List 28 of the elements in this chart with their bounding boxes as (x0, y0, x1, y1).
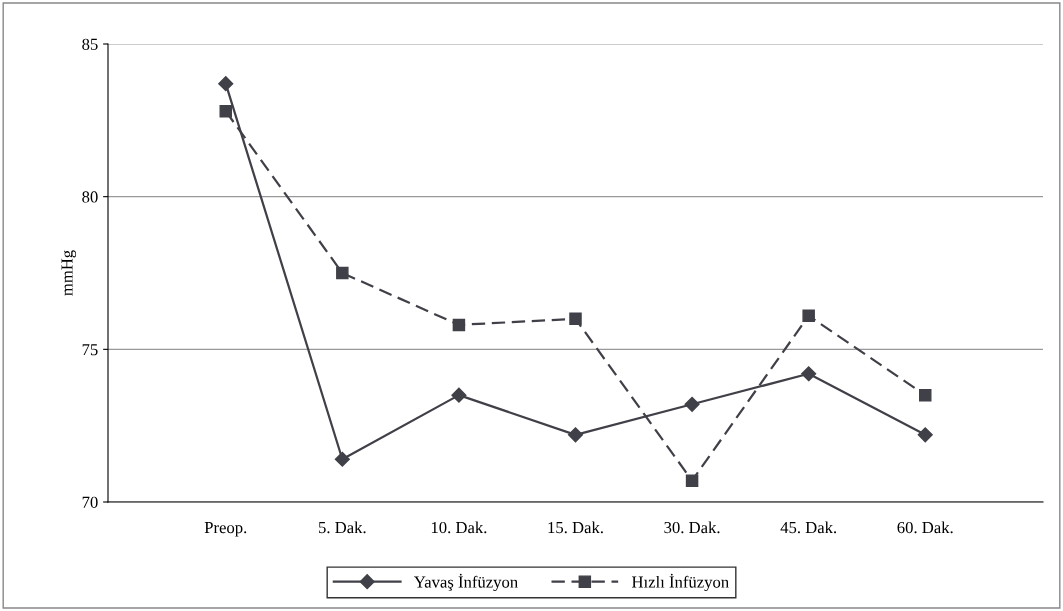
legend-label: Hızlı İnfüzyon (631, 573, 729, 592)
point (219, 104, 233, 118)
x-tick-label: 15. Dak. (548, 521, 603, 534)
y-tick-label: 70 (82, 496, 98, 508)
point (918, 388, 932, 402)
y-tick-label: 75 (82, 344, 98, 356)
legend-label: Yavaş İnfüzyon (414, 573, 518, 592)
point (684, 396, 700, 412)
point (218, 76, 234, 92)
y-tick-label: 80 (82, 191, 98, 203)
x-tick-label: 10. Dak. (431, 521, 487, 534)
point (334, 451, 350, 467)
point (917, 427, 933, 443)
point (801, 366, 817, 382)
x-tick-label: 45. Dak. (780, 521, 837, 534)
x-tick-label: Preop. (204, 522, 247, 537)
point (685, 474, 699, 487)
point (567, 427, 584, 443)
x-tick-label: 5. Dak. (319, 521, 366, 534)
point (451, 387, 467, 403)
y-tick-label: 85 (82, 38, 98, 50)
point (452, 318, 466, 332)
x-tick-label: 30. Dak. (664, 521, 720, 534)
point (802, 309, 815, 322)
point (569, 312, 582, 326)
x-tick-label: 60. Dak. (897, 521, 953, 534)
y-axis-title: mmHg (61, 250, 77, 296)
point (336, 266, 349, 280)
